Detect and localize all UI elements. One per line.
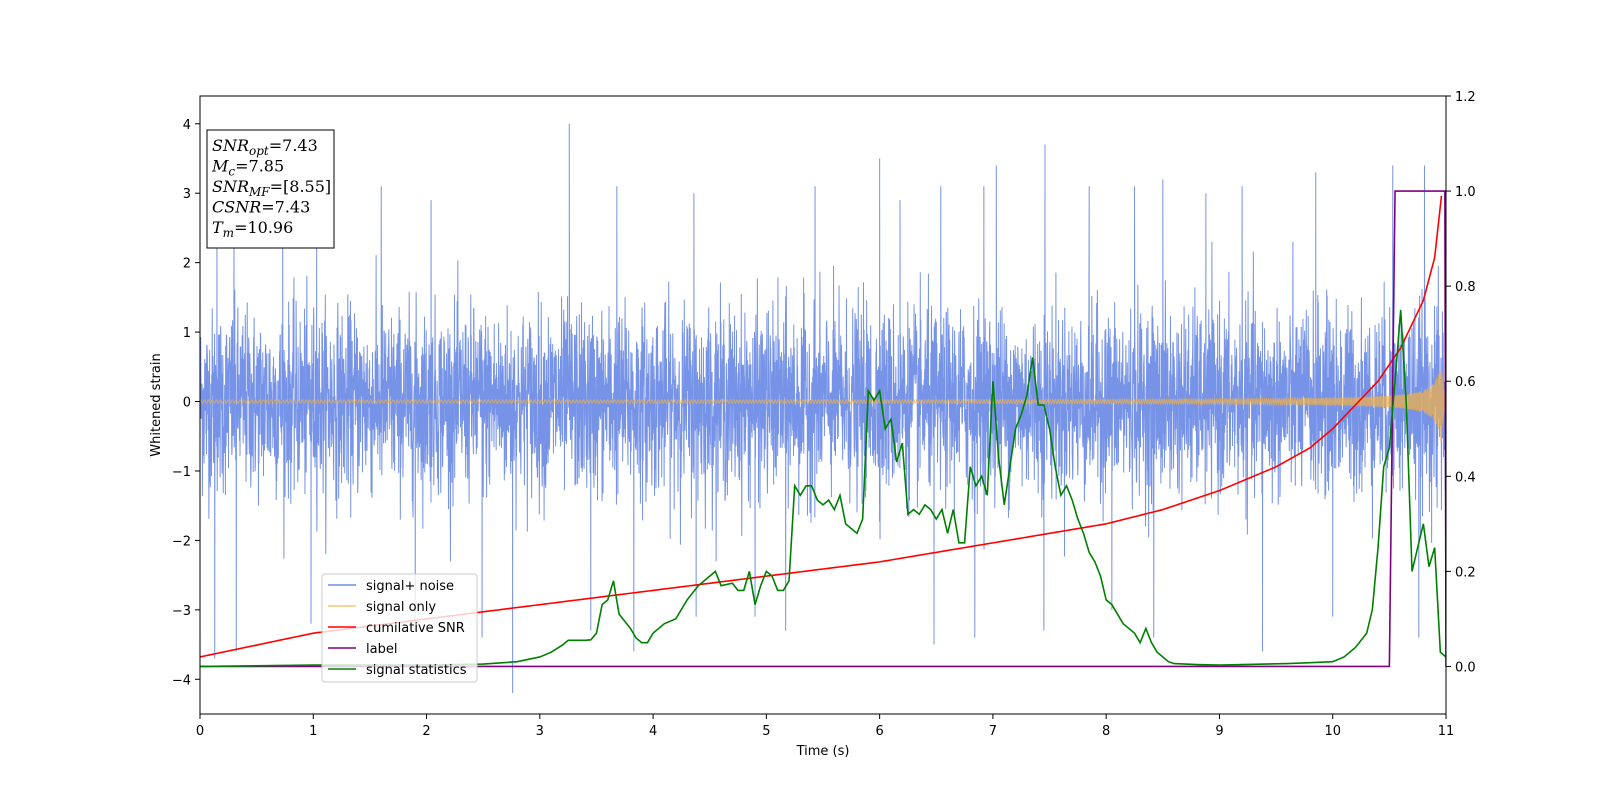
x-tick-label: 10 bbox=[1324, 724, 1341, 739]
annotation-line: SNRMF=[8.55] bbox=[212, 177, 331, 199]
y-tick-label: 0 bbox=[183, 396, 191, 411]
y-tick-label: −2 bbox=[172, 534, 191, 549]
axes-frame bbox=[199, 95, 1447, 715]
plot-area bbox=[200, 123, 1446, 694]
x-tick-label: 2 bbox=[422, 724, 430, 739]
y-axis-label: Whitened strain bbox=[149, 353, 164, 456]
y-axis-left: 4 3 2 1 0 −1 −2 −3 −4 bbox=[172, 118, 200, 688]
x-tick-label: 8 bbox=[1102, 724, 1110, 739]
y-tick-label: −4 bbox=[172, 673, 191, 688]
stats-annotation-box: SNRopt=7.43Mc=7.85SNRMF=[8.55]CSNR=7.43T… bbox=[206, 129, 335, 249]
x-tick-label: 0 bbox=[196, 724, 204, 739]
y2-tick-label: 1.0 bbox=[1455, 185, 1476, 200]
x-tick-label: 3 bbox=[536, 724, 544, 739]
annotation-symbol: CSNR bbox=[212, 198, 261, 217]
y-tick-label: 2 bbox=[183, 257, 191, 272]
legend-label: signal statistics bbox=[366, 663, 467, 678]
x-axis: 0 1 2 3 4 5 6 7 8 9 10 11 bbox=[196, 714, 1454, 739]
annotation-line: SNRopt=7.43 bbox=[212, 136, 318, 158]
x-tick-label: 4 bbox=[649, 724, 657, 739]
series-signal-only bbox=[200, 371, 1446, 442]
y2-tick-label: 0.2 bbox=[1455, 565, 1476, 580]
legend-label: signal only bbox=[366, 600, 436, 615]
legend-label: cumilative SNR bbox=[366, 621, 465, 636]
annotation-subscript: c bbox=[228, 165, 235, 179]
series-label bbox=[200, 190, 1446, 668]
annotation-symbol: SNR bbox=[212, 177, 249, 196]
x-tick-label: 9 bbox=[1215, 724, 1223, 739]
y2-tick-label: 1.2 bbox=[1455, 90, 1476, 105]
annotation-subscript: MF bbox=[248, 185, 270, 199]
annotation-subscript: opt bbox=[249, 144, 269, 158]
annotation-symbol: SNR bbox=[212, 136, 249, 155]
y-tick-label: 4 bbox=[183, 118, 191, 133]
y2-tick-label: 0.8 bbox=[1455, 280, 1476, 295]
annotation-value: =[8.55] bbox=[270, 177, 332, 196]
x-tick-label: 6 bbox=[875, 724, 883, 739]
annotation-symbol: M bbox=[211, 157, 229, 176]
y2-tick-label: 0.6 bbox=[1455, 375, 1476, 390]
annotation-subscript: m bbox=[223, 226, 234, 240]
annotation-line: CSNR=7.43 bbox=[212, 198, 310, 217]
annotation-value: =10.96 bbox=[234, 218, 293, 237]
x-tick-label: 5 bbox=[762, 724, 770, 739]
annotation-value: =7.43 bbox=[269, 136, 318, 155]
annotation-symbol: T bbox=[212, 218, 224, 237]
y-tick-label: 1 bbox=[183, 326, 191, 341]
y-tick-label: 3 bbox=[183, 187, 191, 202]
annotation-value: =7.43 bbox=[261, 198, 310, 217]
y2-tick-label: 0.4 bbox=[1455, 470, 1476, 485]
annotation-line: Tm=10.96 bbox=[212, 218, 293, 240]
x-tick-label: 1 bbox=[309, 724, 317, 739]
y-tick-label: −1 bbox=[172, 465, 191, 480]
legend-frame bbox=[321, 573, 478, 683]
annotation-value: =7.85 bbox=[235, 157, 284, 176]
legend: signal+ noise signal only cumilative SNR la… bbox=[321, 573, 478, 683]
annotation-frame bbox=[206, 129, 335, 249]
annotation-line: Mc=7.85 bbox=[211, 157, 284, 179]
series-signal-statistics bbox=[200, 309, 1446, 668]
x-tick-label: 7 bbox=[989, 724, 997, 739]
y2-tick-label: 0.0 bbox=[1455, 660, 1476, 675]
y-axis-right: 1.2 1.0 0.8 0.6 0.4 0.2 0.0 bbox=[1446, 90, 1476, 675]
legend-label: signal+ noise bbox=[366, 579, 454, 594]
legend-label: label bbox=[366, 642, 397, 657]
y-tick-label: −3 bbox=[172, 604, 191, 619]
x-axis-label: Time (s) bbox=[796, 744, 850, 759]
x-tick-label: 11 bbox=[1438, 724, 1455, 739]
